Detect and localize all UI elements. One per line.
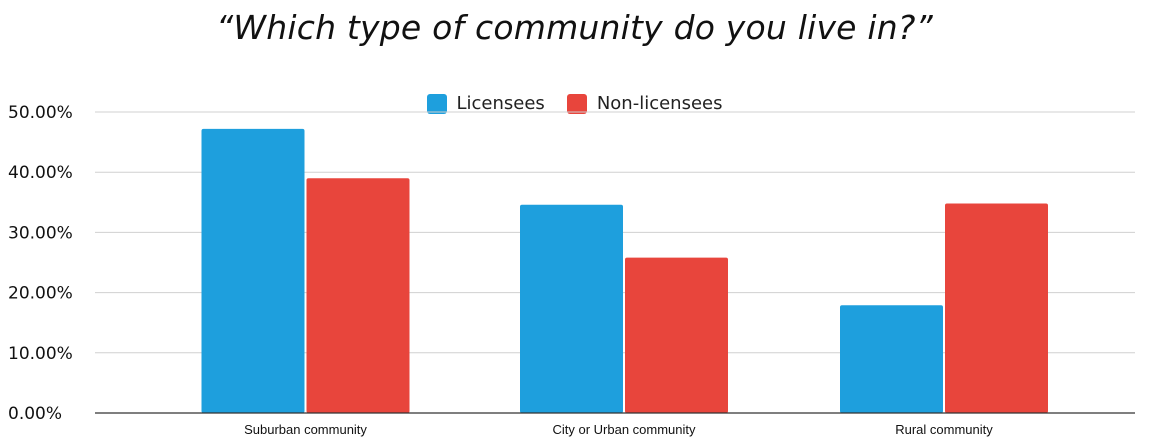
y-tick-label: 0.00% [8, 404, 62, 424]
x-tick-label: Rural community [895, 422, 993, 437]
legend-label-non-licensees: Non-licensees [596, 93, 723, 114]
y-tick-label: 10.00% [8, 344, 73, 364]
y-tick-label: 50.00% [8, 103, 73, 123]
legend: Licensees Non-licensees [0, 93, 1149, 114]
legend-label-licensees: Licensees [456, 93, 545, 114]
legend-item-non-licensees: Non-licensees [566, 93, 723, 114]
y-tick-label: 20.00% [8, 284, 73, 304]
y-tick-label: 40.00% [8, 163, 73, 183]
bar-licensees [840, 305, 943, 413]
bar-non-licensees [945, 203, 1048, 413]
x-tick-label: City or Urban community [552, 422, 696, 437]
bar-licensees [201, 128, 305, 413]
bar-licensees [520, 204, 623, 413]
legend-item-licensees: Licensees [426, 93, 545, 114]
bar-non-licensees [306, 178, 410, 413]
chart-title: “Which type of community do you live in?… [216, 8, 933, 47]
bar-non-licensees [625, 257, 728, 413]
y-tick-label: 30.00% [8, 223, 73, 243]
legend-swatch-licensees [426, 93, 447, 114]
legend-swatch-non-licensees [566, 93, 587, 114]
x-tick-label: Suburban community [244, 422, 367, 437]
